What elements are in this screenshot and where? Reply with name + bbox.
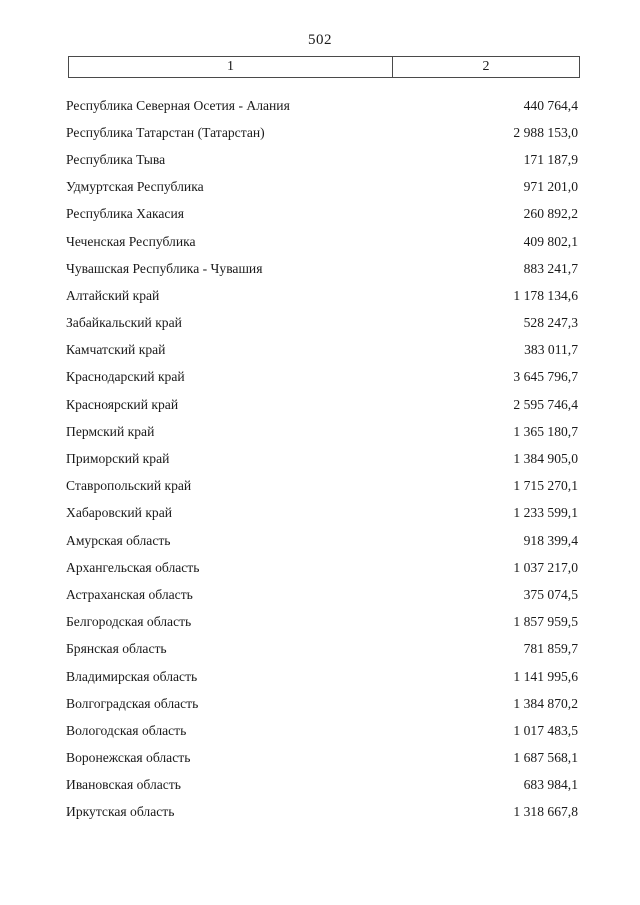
table-row: Алтайский край 1 178 134,6 — [0, 282, 640, 309]
table-row: Хабаровский край 1 233 599,1 — [0, 500, 640, 527]
region-value: 1 017 483,5 — [513, 722, 578, 738]
table-row: Владимирская область 1 141 995,6 — [0, 663, 640, 690]
region-value: 375 074,5 — [523, 586, 578, 602]
table-row: Чеченская Республика 409 802,1 — [0, 228, 640, 255]
page-number: 502 — [308, 32, 332, 48]
table-row: Республика Татарстан (Татарстан) 2 988 1… — [0, 119, 640, 146]
table-row: Краснодарский край 3 645 796,7 — [0, 364, 640, 391]
region-value: 1 857 959,5 — [513, 614, 578, 630]
region-value: 3 645 796,7 — [513, 369, 578, 385]
region-table: Республика Северная Осетия - Алания 440 … — [0, 92, 640, 826]
region-name: Краснодарский край — [66, 369, 185, 385]
table-row: Амурская область 918 399,4 — [0, 527, 640, 554]
table-row: Республика Хакасия 260 892,2 — [0, 201, 640, 228]
table-row: Удмуртская Республика 971 201,0 — [0, 174, 640, 201]
region-name: Воронежская область — [66, 750, 191, 766]
table-row: Архангельская область 1 037 217,0 — [0, 554, 640, 581]
region-name: Астраханская область — [66, 586, 193, 602]
region-name: Забайкальский край — [66, 315, 182, 331]
region-value: 1 178 134,6 — [513, 287, 578, 303]
table-row: Чувашская Республика - Чувашия 883 241,7 — [0, 255, 640, 282]
region-value: 683 984,1 — [523, 777, 578, 793]
table-row: Ивановская область 683 984,1 — [0, 772, 640, 799]
table-row: Пермский край 1 365 180,7 — [0, 418, 640, 445]
region-value: 171 187,9 — [523, 151, 578, 167]
region-name: Вологодская область — [66, 722, 187, 738]
table-row: Камчатский край 383 011,7 — [0, 337, 640, 364]
table-row: Республика Северная Осетия - Алания 440 … — [0, 92, 640, 119]
region-value: 383 011,7 — [524, 342, 578, 358]
table-row: Воронежская область 1 687 568,1 — [0, 745, 640, 772]
table-row: Забайкальский край 528 247,3 — [0, 310, 640, 337]
region-value: 528 247,3 — [523, 315, 578, 331]
region-value: 1 141 995,6 — [513, 668, 578, 684]
region-name: Республика Северная Осетия - Алания — [66, 97, 290, 113]
region-value: 1 233 599,1 — [513, 505, 578, 521]
region-value: 883 241,7 — [523, 260, 578, 276]
table-row: Красноярский край 2 595 746,4 — [0, 391, 640, 418]
region-name: Камчатский край — [66, 342, 166, 358]
region-name: Архангельская область — [66, 559, 200, 575]
region-name: Хабаровский край — [66, 505, 173, 521]
region-value: 440 764,4 — [523, 97, 578, 113]
region-value: 1 384 870,2 — [513, 695, 578, 711]
region-name: Чеченская Республика — [66, 233, 196, 249]
region-name: Пермский край — [66, 423, 155, 439]
region-name: Владимирская область — [66, 668, 198, 684]
table-row: Вологодская область 1 017 483,5 — [0, 717, 640, 744]
table-row: Волгоградская область 1 384 870,2 — [0, 690, 640, 717]
region-value: 1 037 217,0 — [513, 559, 578, 575]
table-row: Белгородская область 1 857 959,5 — [0, 609, 640, 636]
region-value: 918 399,4 — [523, 532, 578, 548]
region-value: 2 988 153,0 — [513, 124, 578, 140]
region-name: Иркутская область — [66, 804, 175, 820]
table-row: Иркутская область 1 318 667,8 — [0, 799, 640, 826]
region-name: Волгоградская область — [66, 695, 199, 711]
region-name: Красноярский край — [66, 396, 179, 412]
region-value: 2 595 746,4 — [513, 396, 578, 412]
region-name: Брянская область — [66, 641, 167, 657]
region-value: 1 687 568,1 — [513, 750, 578, 766]
region-value: 1 318 667,8 — [513, 804, 578, 820]
header-cell-2: 2 — [482, 59, 490, 74]
table-row: Республика Тыва 171 187,9 — [0, 146, 640, 173]
region-value: 1 715 270,1 — [513, 478, 578, 494]
region-name: Ивановская область — [66, 777, 181, 793]
region-name: Белгородская область — [66, 614, 192, 630]
region-name: Чувашская Республика - Чувашия — [66, 260, 263, 276]
table-row: Брянская область 781 859,7 — [0, 636, 640, 663]
table-row: Астраханская область 375 074,5 — [0, 581, 640, 608]
region-name: Приморский край — [66, 451, 170, 467]
region-name: Алтайский край — [66, 287, 160, 303]
table-row: Приморский край 1 384 905,0 — [0, 445, 640, 472]
header-cell-1: 1 — [69, 57, 393, 77]
region-name: Амурская область — [66, 532, 171, 548]
region-value: 1 365 180,7 — [513, 423, 578, 439]
region-name: Республика Тыва — [66, 151, 166, 167]
region-name: Ставропольский край — [66, 478, 192, 494]
region-name: Удмуртская Республика — [66, 179, 204, 195]
region-value: 409 802,1 — [523, 233, 578, 249]
table-header-row: 1 2 — [68, 56, 580, 78]
region-value: 1 384 905,0 — [513, 451, 578, 467]
region-name: Республика Татарстан (Татарстан) — [66, 124, 265, 140]
region-value: 260 892,2 — [523, 206, 578, 222]
region-value: 781 859,7 — [523, 641, 578, 657]
region-value: 971 201,0 — [523, 179, 578, 195]
region-name: Республика Хакасия — [66, 206, 184, 222]
table-row: Ставропольский край 1 715 270,1 — [0, 473, 640, 500]
